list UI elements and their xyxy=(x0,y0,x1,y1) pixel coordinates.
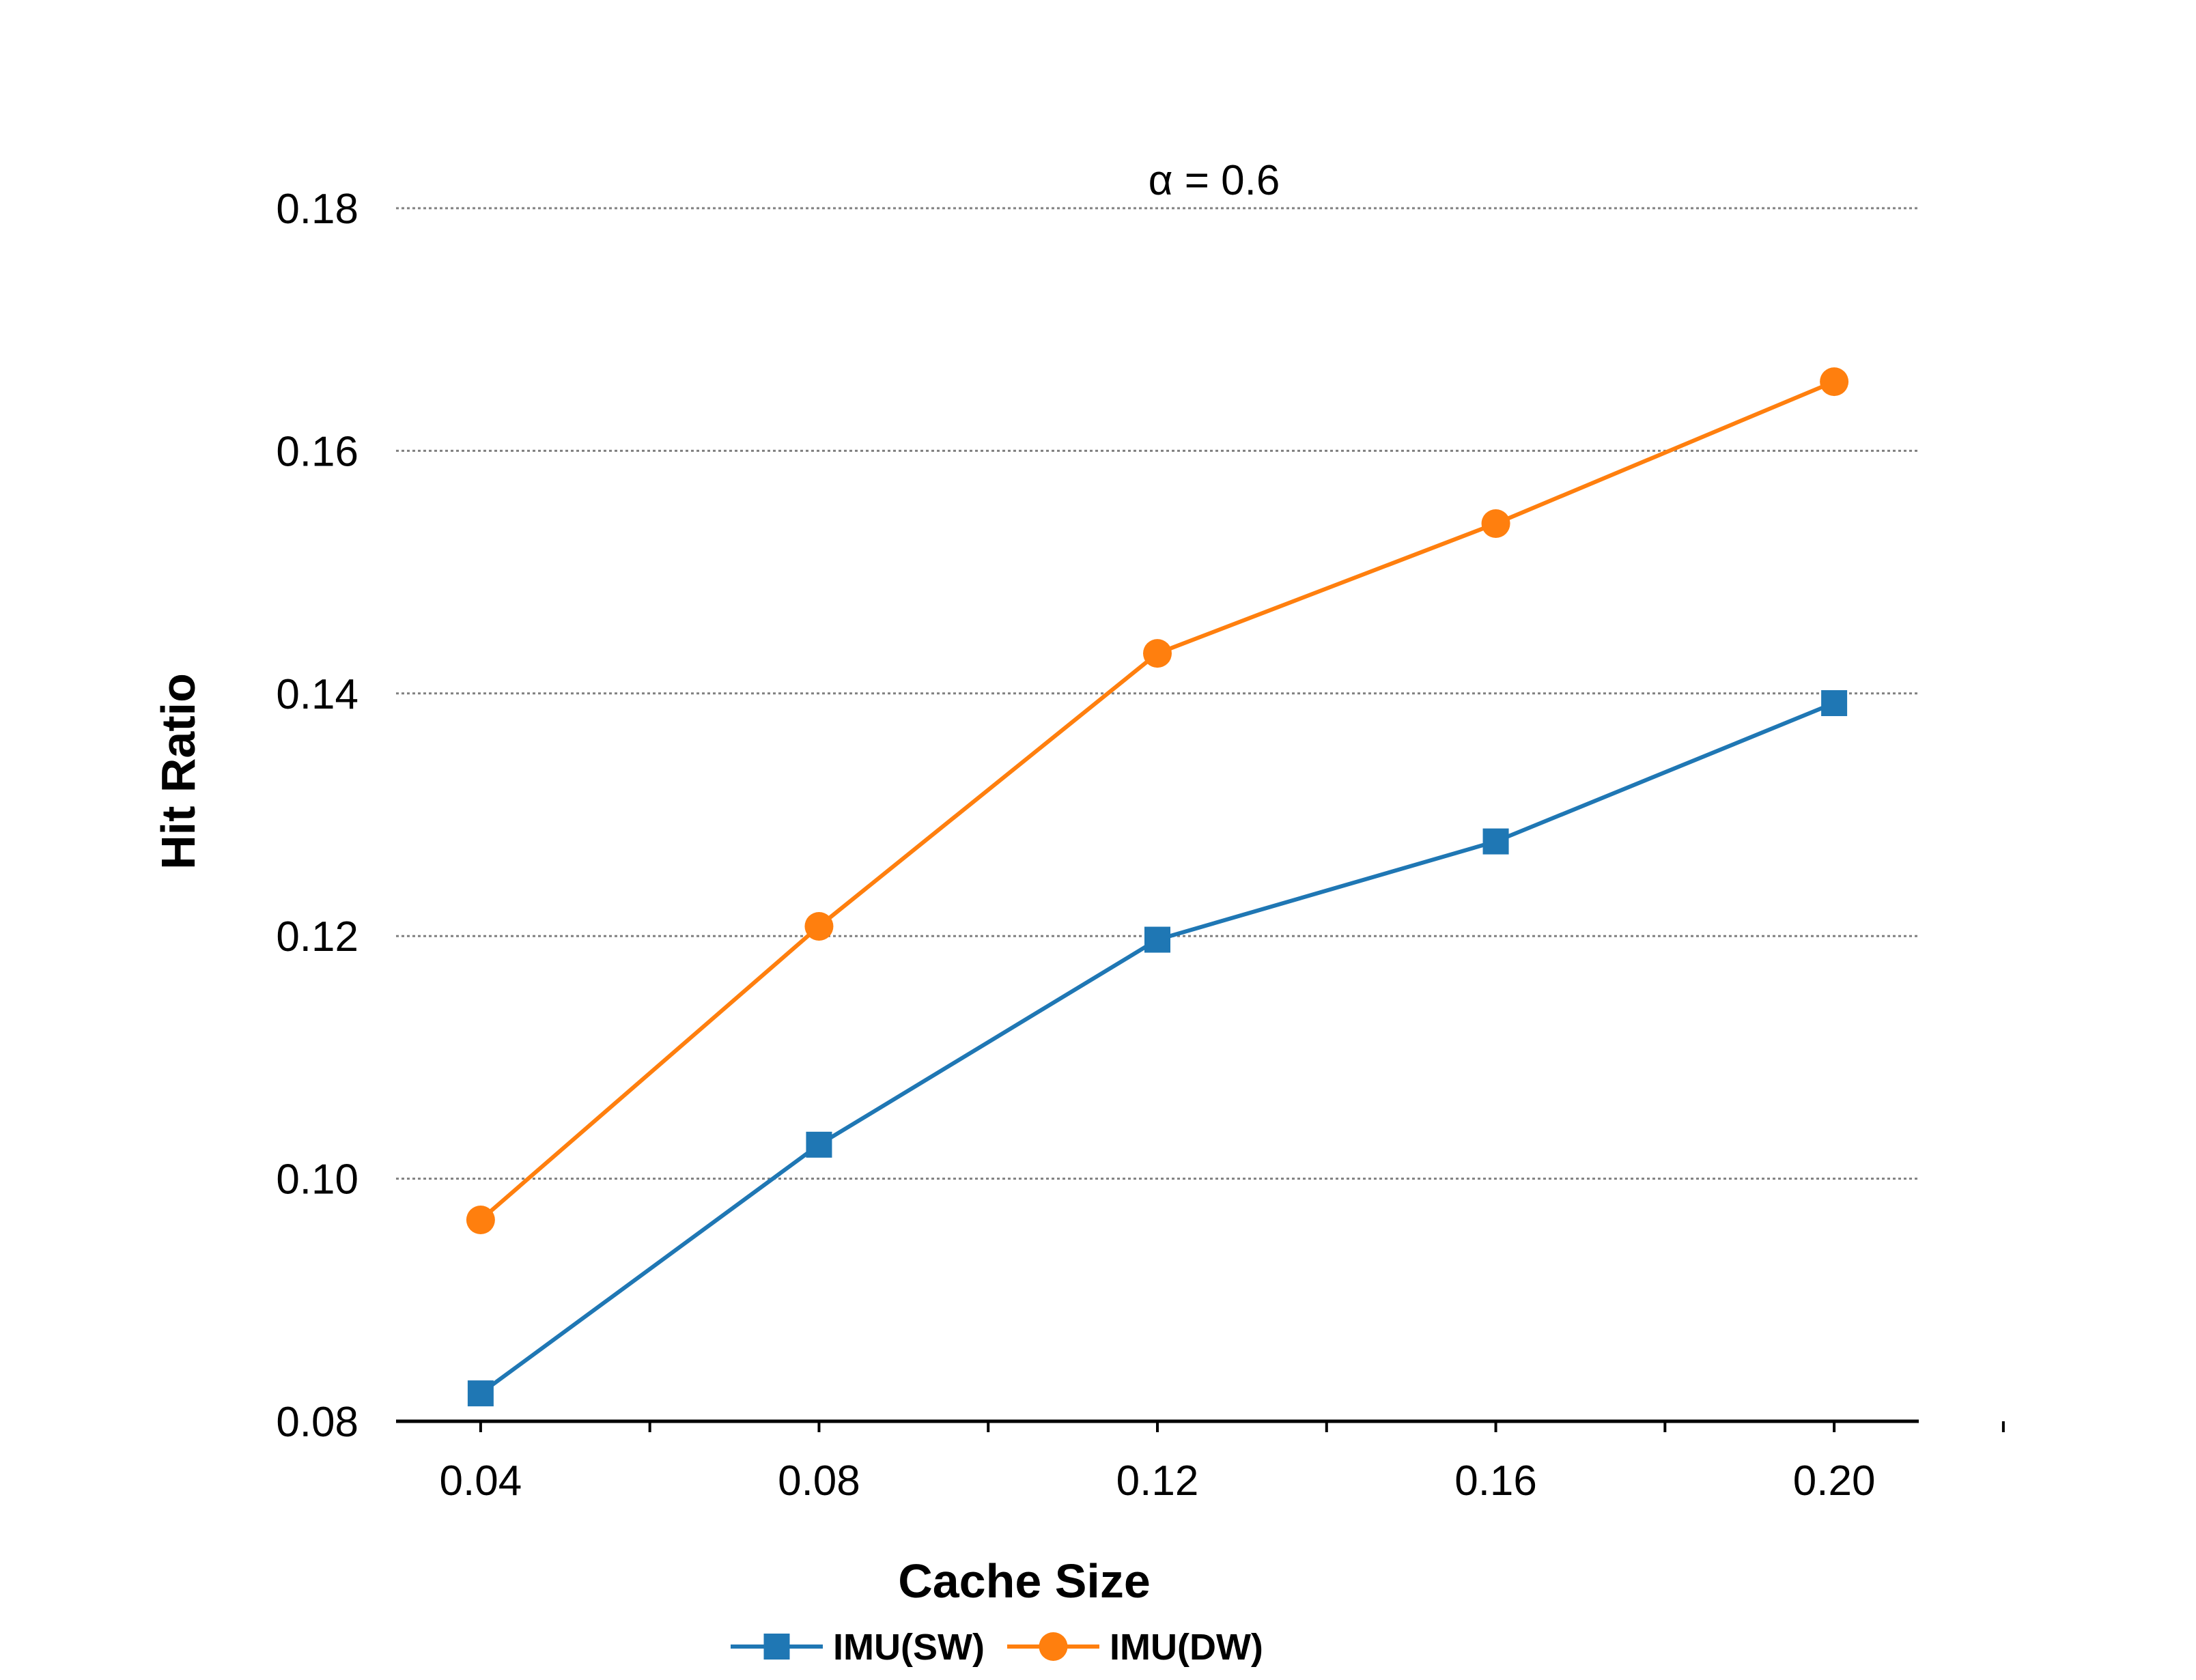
legend-label: IMU(DW) xyxy=(1110,1627,1263,1668)
data-point-square xyxy=(806,1131,832,1158)
y-tick-label: 0.10 xyxy=(276,1156,358,1204)
data-point-square xyxy=(1482,828,1509,855)
data-point-square xyxy=(467,1380,494,1407)
legend: IMU(SW) IMU(DW) xyxy=(731,1627,1263,1668)
data-point-circle xyxy=(1481,509,1510,539)
series-group xyxy=(466,367,1849,1407)
y-tick-label: 0.18 xyxy=(276,186,358,233)
gridlines xyxy=(396,207,1919,1180)
data-point-circle xyxy=(1143,639,1172,668)
series-line xyxy=(479,380,1835,1222)
legend-marker-square xyxy=(763,1634,790,1660)
labels: α = 0.6 Cache Size Hit Ratio xyxy=(152,157,1280,1608)
data-point-square xyxy=(1821,690,1848,717)
x-tick-label: 0.16 xyxy=(1454,1457,1537,1505)
legend-marker-circle xyxy=(1039,1632,1068,1661)
alpha-annotation: α = 0.6 xyxy=(1149,157,1280,204)
x-tick-label: 0.20 xyxy=(1793,1457,1876,1505)
y-tick-label: 0.14 xyxy=(276,671,358,718)
data-point-circle xyxy=(466,1206,495,1235)
y-axis-title: Hit Ratio xyxy=(152,673,205,870)
series-line xyxy=(479,701,1835,1395)
y-tick-label: 0.12 xyxy=(276,913,358,960)
axes: 0.08 0.10 0.12 0.14 0.16 0.18 0.04 0.08 0.12 0.16… xyxy=(276,186,2005,1505)
data-point-square xyxy=(1144,926,1170,953)
x-tick-label: 0.04 xyxy=(440,1457,522,1505)
data-point-circle xyxy=(1820,367,1849,397)
legend-label: IMU(SW) xyxy=(833,1627,985,1668)
y-tick-label: 0.16 xyxy=(276,428,358,475)
x-tick-label: 0.12 xyxy=(1116,1457,1199,1505)
x-tick-label: 0.08 xyxy=(778,1457,860,1505)
x-axis-title: Cache Size xyxy=(898,1554,1151,1608)
y-tick-label: 0.08 xyxy=(276,1399,358,1446)
data-point-circle xyxy=(804,911,834,941)
